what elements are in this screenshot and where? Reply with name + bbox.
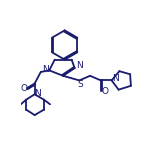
Text: N: N bbox=[34, 89, 41, 98]
Text: N: N bbox=[76, 61, 83, 70]
Text: O: O bbox=[101, 87, 108, 96]
Text: S: S bbox=[77, 80, 83, 89]
Text: O: O bbox=[20, 84, 27, 93]
Text: N: N bbox=[42, 65, 49, 74]
Text: N: N bbox=[112, 74, 119, 83]
